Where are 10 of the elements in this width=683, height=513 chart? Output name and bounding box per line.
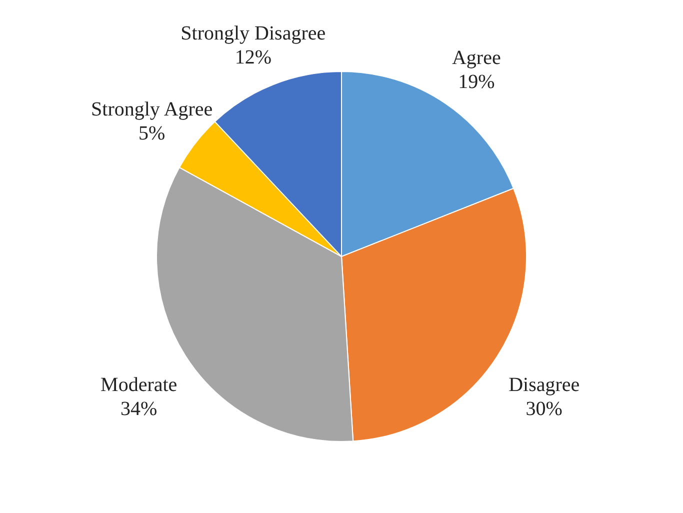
slice-label: Strongly Agree	[91, 98, 213, 120]
data-label: 12%	[234, 46, 272, 68]
slice-label: Disagree	[508, 374, 580, 396]
slice-label: Moderate	[100, 374, 178, 396]
data-label: 34%	[120, 398, 158, 420]
data-label: 5%	[138, 122, 166, 144]
data-label: 19%	[458, 71, 495, 93]
data-label: 30%	[526, 398, 562, 420]
slice-label: Agree	[452, 47, 501, 69]
slice-label: Strongly Disagree	[180, 22, 326, 44]
